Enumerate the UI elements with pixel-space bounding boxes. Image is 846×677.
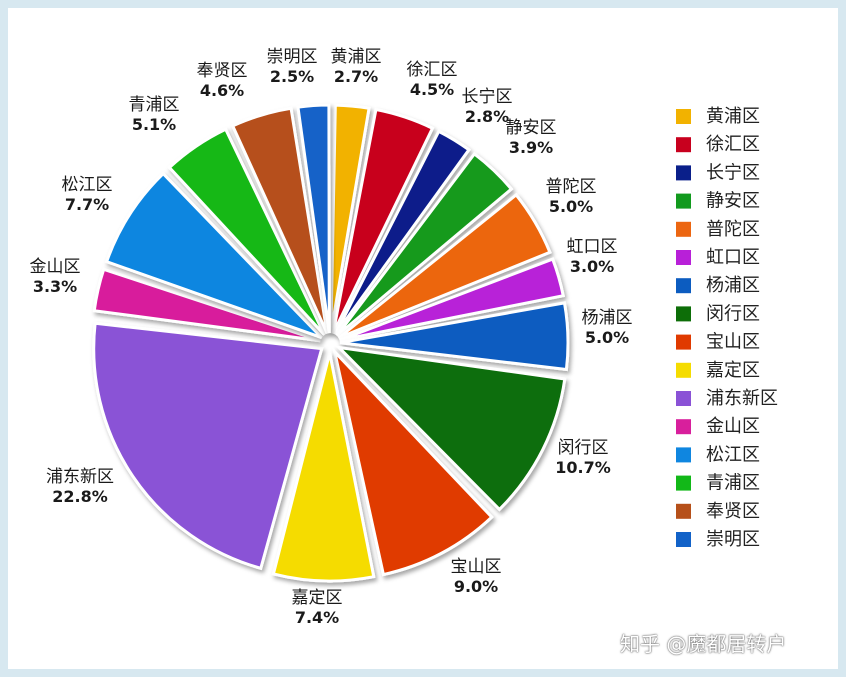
legend-label-4: 静安区	[706, 191, 760, 212]
pie-slice-8	[334, 345, 567, 512]
pie-slice-2	[331, 107, 435, 335]
pie-slice-15	[230, 106, 329, 335]
legend-swatch-7	[676, 278, 691, 294]
legend-swatch-6	[676, 250, 691, 265]
slice-value-8: 10.7%	[555, 458, 611, 477]
legend-swatch-15	[676, 503, 691, 519]
slice-value-16: 2.5%	[270, 67, 314, 86]
legend-swatch-5	[676, 221, 691, 237]
slice-value-3: 2.8%	[465, 107, 509, 126]
pie-slice-12	[92, 267, 321, 343]
legend-swatch-2	[676, 137, 691, 153]
legend-swatch-3	[676, 165, 691, 181]
legend-label-1: 黄浦区	[706, 106, 760, 127]
legend-swatch-14	[676, 475, 691, 491]
slice-label-12: 金山区	[30, 257, 81, 277]
legend-swatch-9	[676, 334, 691, 350]
slice-value-13: 7.7%	[65, 195, 109, 214]
slice-label-3: 长宁区	[462, 87, 513, 107]
slice-value-1: 2.7%	[334, 67, 378, 86]
slice-value-15: 4.6%	[200, 81, 244, 100]
slice-label-16: 崇明区	[267, 47, 318, 67]
slice-label-13: 松江区	[62, 175, 113, 195]
legend-swatch-8	[676, 306, 691, 322]
legend-label-16: 崇明区	[706, 529, 760, 550]
slice-value-14: 5.1%	[132, 115, 176, 134]
pie-slice-16	[296, 103, 331, 334]
legend: 黄浦区徐汇区长宁区静安区普陀区虹口区杨浦区闵行区宝山区嘉定区浦东新区金山区松江区…	[676, 106, 778, 550]
legend-label-12: 金山区	[706, 416, 760, 437]
pie-slice-6	[339, 257, 565, 342]
legend-swatch-12	[676, 419, 691, 435]
slice-label-1: 黄浦区	[331, 47, 382, 67]
slice-value-7: 5.0%	[585, 328, 629, 347]
slice-value-11: 22.8%	[52, 487, 108, 506]
legend-label-13: 松江区	[706, 444, 760, 465]
slice-value-9: 9.0%	[454, 577, 498, 596]
slice-label-10: 嘉定区	[292, 588, 343, 608]
legend-label-11: 浦东新区	[706, 388, 778, 409]
slice-label-2: 徐汇区	[407, 60, 458, 80]
pie-slice-3	[333, 129, 472, 336]
legend-label-2: 徐汇区	[706, 134, 760, 155]
pie-slice-1	[329, 103, 371, 334]
legend-label-10: 嘉定区	[706, 360, 760, 381]
slice-label-7: 杨浦区	[582, 308, 633, 328]
legend-label-5: 普陀区	[706, 219, 760, 240]
slice-label-4: 静安区	[506, 118, 557, 138]
slice-value-2: 4.5%	[410, 80, 454, 99]
slice-value-6: 3.0%	[570, 257, 614, 276]
pie-slice-5	[337, 192, 552, 340]
slice-value-4: 3.9%	[509, 138, 553, 157]
legend-label-9: 宝山区	[706, 332, 760, 353]
legend-swatch-1	[676, 109, 691, 124]
legend-swatch-10	[676, 362, 691, 378]
legend-label-14: 青浦区	[706, 473, 760, 494]
pie-slice-7	[339, 301, 570, 372]
pie-slice-14	[167, 127, 326, 336]
slice-value-12: 3.3%	[33, 277, 77, 296]
slice-label-9: 宝山区	[451, 557, 502, 577]
legend-swatch-11	[676, 391, 691, 406]
legend-label-6: 虹口区	[706, 247, 760, 268]
pie-slice-4	[335, 151, 514, 337]
slice-label-11: 浦东新区	[46, 467, 114, 487]
pie-slice-11	[92, 321, 324, 571]
slice-value-10: 7.4%	[295, 608, 339, 627]
pie-slice-10	[271, 352, 376, 583]
pie-slice-9	[332, 346, 494, 577]
legend-swatch-4	[676, 193, 691, 209]
slice-label-5: 普陀区	[546, 177, 597, 197]
legend-label-7: 杨浦区	[706, 275, 760, 296]
slice-label-14: 青浦区	[129, 95, 180, 115]
slice-label-15: 奉贤区	[197, 61, 248, 81]
slice-label-8: 闵行区	[558, 438, 609, 458]
legend-label-8: 闵行区	[706, 303, 760, 324]
legend-label-15: 奉贤区	[706, 501, 760, 522]
pie-slice-13	[104, 171, 323, 340]
legend-label-3: 长宁区	[706, 162, 760, 183]
legend-swatch-13	[676, 447, 691, 463]
slice-value-5: 5.0%	[549, 197, 593, 216]
legend-swatch-16	[676, 532, 691, 547]
slice-label-6: 虹口区	[567, 237, 618, 257]
watermark: 知乎 @魔都居转户	[620, 632, 787, 656]
